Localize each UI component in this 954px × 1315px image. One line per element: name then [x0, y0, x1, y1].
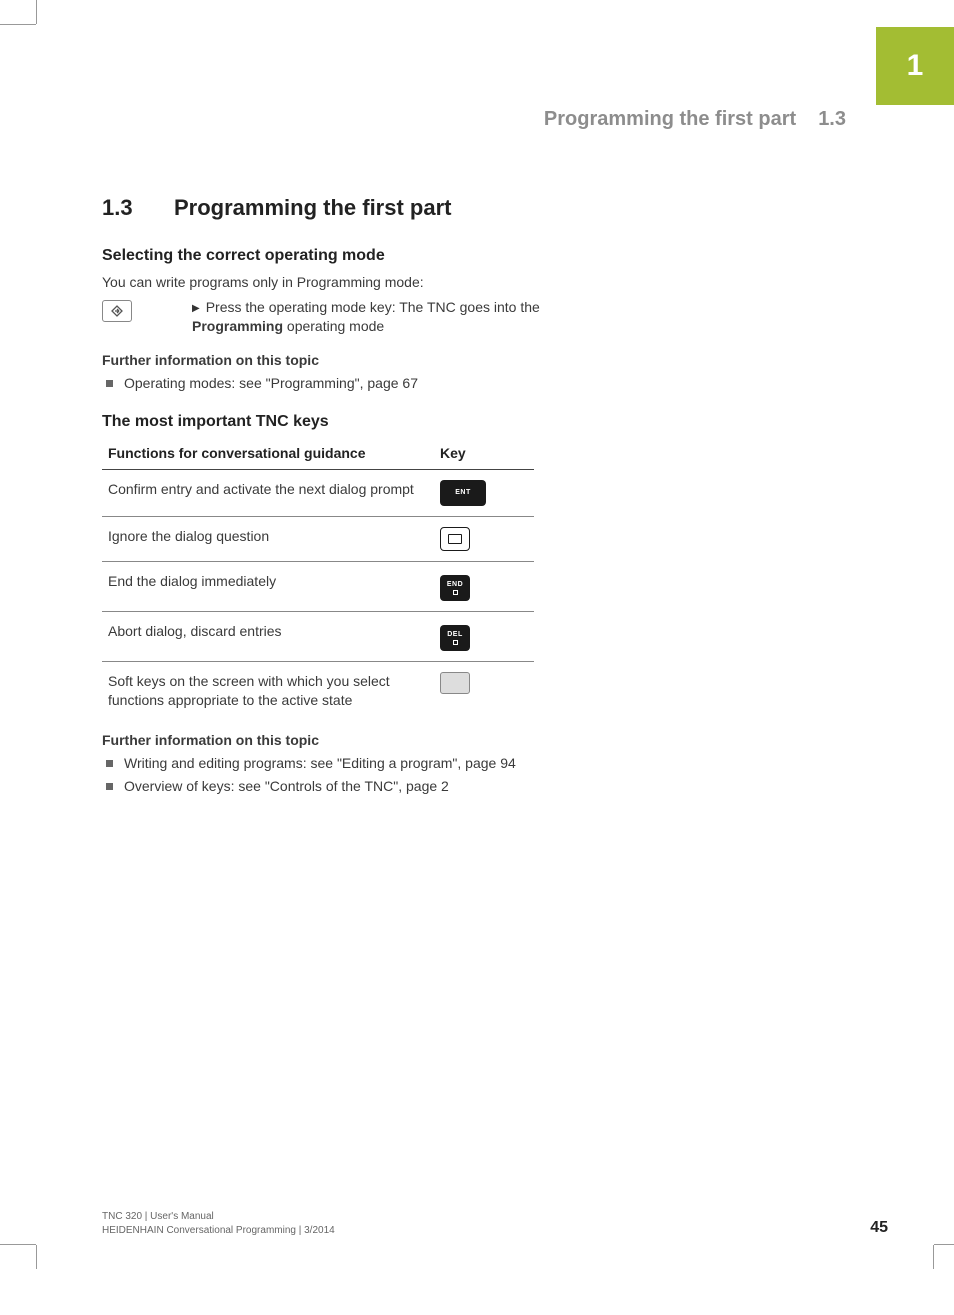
triangle-bullet-icon: ▶: [192, 302, 200, 316]
crop-mark: [933, 1245, 934, 1269]
footer-text: TNC 320 | User's Manual HEIDENHAIN Conve…: [102, 1210, 335, 1237]
cell-key: END: [434, 562, 534, 612]
page-number: 45: [870, 1219, 888, 1237]
crop-mark: [0, 24, 36, 25]
table-row: End the dialog immediately END: [102, 562, 534, 612]
instr-pre: Press the operating mode key: The TNC go…: [206, 299, 540, 315]
keys-table: Functions for conversational guidance Ke…: [102, 439, 534, 719]
col-header-function: Functions for conversational guidance: [102, 439, 434, 470]
cell-function: Soft keys on the screen with which you s…: [102, 661, 434, 719]
table-row: Abort dialog, discard entries DEL: [102, 612, 534, 662]
no-ent-key-icon: [440, 527, 470, 551]
table-row: Confirm entry and activate the next dial…: [102, 470, 534, 517]
subheading-tnc-keys: The most important TNC keys: [102, 413, 842, 431]
crop-mark: [36, 1245, 37, 1269]
instruction-text: ▶ Press the operating mode key: The TNC g…: [192, 298, 562, 336]
cell-function: Confirm entry and activate the next dial…: [102, 470, 434, 517]
further-info-list: Writing and editing programs: see "Editi…: [102, 754, 842, 797]
footer-line-1: TNC 320 | User's Manual: [102, 1210, 335, 1224]
page-header: Programming the first part 1.3: [544, 108, 846, 131]
cell-key: [434, 517, 534, 562]
cell-key: ENT: [434, 470, 534, 517]
further-info-heading: Further information on this topic: [102, 732, 842, 748]
section-title: Programming the first part: [174, 195, 451, 220]
page-footer: TNC 320 | User's Manual HEIDENHAIN Conve…: [102, 1210, 888, 1237]
col-header-key: Key: [434, 439, 534, 470]
page-content: 1.3Programming the first part Selecting …: [102, 195, 842, 817]
list-item: Overview of keys: see "Controls of the T…: [102, 777, 842, 797]
instr-post: operating mode: [283, 318, 384, 334]
table-row: Soft keys on the screen with which you s…: [102, 661, 534, 719]
cell-key: [434, 661, 534, 719]
crop-mark: [36, 0, 37, 24]
crop-mark: [0, 1244, 36, 1245]
further-info-heading: Further information on this topic: [102, 352, 842, 368]
list-item: Writing and editing programs: see "Editi…: [102, 754, 842, 774]
footer-line-2: HEIDENHAIN Conversational Programming | …: [102, 1224, 335, 1238]
section-number: 1.3: [102, 195, 174, 221]
cell-key: DEL: [434, 612, 534, 662]
instr-bold: Programming: [192, 318, 283, 334]
cell-function: Ignore the dialog question: [102, 517, 434, 562]
cell-function: End the dialog immediately: [102, 562, 434, 612]
cell-function: Abort dialog, discard entries: [102, 612, 434, 662]
end-key-icon: END: [440, 575, 470, 601]
ent-key-icon: ENT: [440, 480, 486, 506]
chapter-tab: 1: [876, 27, 954, 105]
del-key-icon: DEL: [440, 625, 470, 651]
operating-mode-key-icon: [102, 300, 132, 322]
crop-mark: [934, 1244, 954, 1245]
list-item: Operating modes: see "Programming", page…: [102, 374, 842, 394]
header-title: Programming the first part: [544, 108, 796, 131]
intro-text: You can write programs only in Programmi…: [102, 273, 842, 292]
further-info-list: Operating modes: see "Programming", page…: [102, 374, 842, 394]
section-heading: 1.3Programming the first part: [102, 195, 842, 221]
header-section-number: 1.3: [818, 108, 846, 131]
softkey-icon: [440, 672, 470, 694]
instruction-row: ▶ Press the operating mode key: The TNC g…: [102, 298, 842, 336]
subheading-selecting-mode: Selecting the correct operating mode: [102, 247, 842, 265]
table-row: Ignore the dialog question: [102, 517, 534, 562]
